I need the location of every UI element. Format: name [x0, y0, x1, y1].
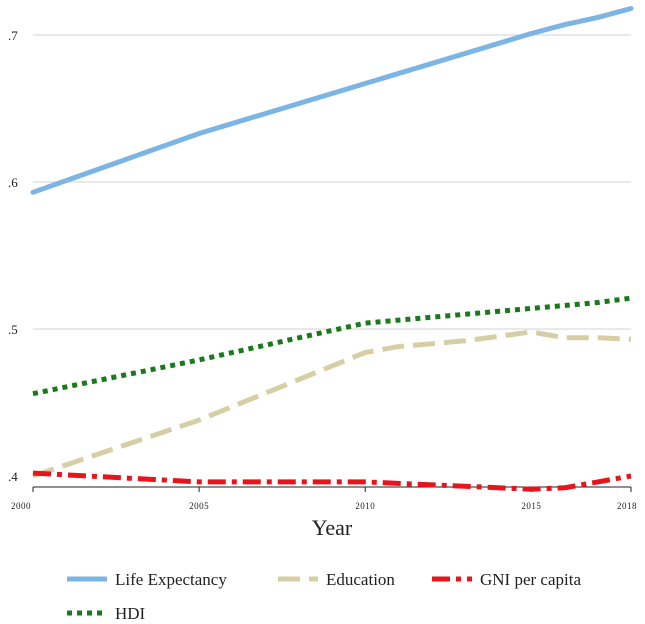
y-tick-label: .4	[8, 469, 18, 484]
series-line-gni-per-capita	[32, 470, 632, 492]
gridlines	[33, 34, 631, 330]
legend-label: HDI	[115, 604, 146, 623]
series-line-hdi	[32, 295, 632, 397]
legend-item: Education	[278, 570, 395, 589]
x-tick-label: 2010	[355, 501, 375, 511]
legend: Life Expectancy Education GNI per capita HD…	[67, 570, 581, 623]
x-tick-label: 2015	[521, 501, 541, 511]
x-tick-label: 2000	[11, 501, 31, 511]
y-tick-label: .7	[8, 28, 18, 43]
x-tick-label: 2018	[617, 501, 637, 511]
legend-item: GNI per capita	[432, 570, 581, 589]
x-tick-label: 2005	[189, 501, 209, 511]
legend-label: Education	[326, 570, 395, 589]
legend-item: HDI	[67, 604, 146, 623]
series-lines	[30, 6, 634, 492]
y-tick-label: .6	[8, 175, 18, 190]
legend-label: GNI per capita	[480, 570, 581, 589]
legend-item: Life Expectancy	[67, 570, 227, 589]
y-tick-label: .5	[8, 322, 18, 337]
series-line-education	[32, 329, 632, 479]
x-axis-ticks: 2000 2005 2010 2015 2018	[11, 487, 637, 511]
legend-label: Life Expectancy	[115, 570, 227, 589]
y-axis-ticks: .4 .5 .6 .7	[8, 28, 18, 484]
series-line-life-expectancy	[30, 6, 634, 195]
x-axis-label: Year	[312, 515, 353, 540]
